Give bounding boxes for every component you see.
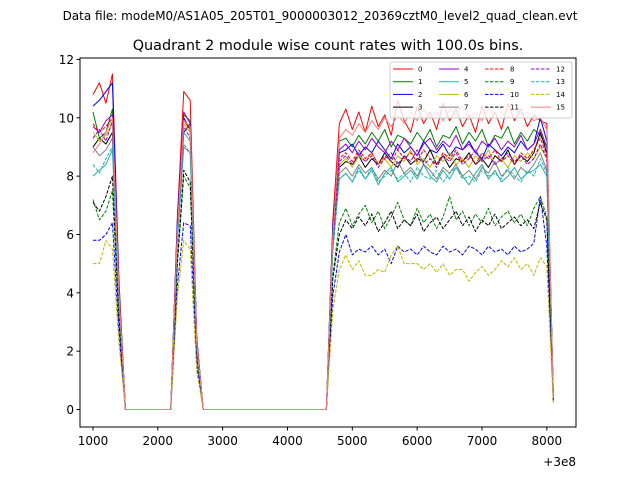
legend-label-9: 9 (510, 78, 514, 86)
y-tick-label: 10 (59, 111, 74, 125)
y-tick-label: 0 (66, 403, 74, 417)
x-tick-label: 6000 (402, 434, 433, 448)
chart-suptitle: Data file: modeM0/AS1A05_205T01_90000030… (63, 9, 578, 23)
x-tick-label: 4000 (272, 434, 303, 448)
x-tick-label: 1000 (78, 434, 109, 448)
legend-label-2: 2 (418, 91, 422, 99)
y-tick-label: 6 (66, 228, 74, 242)
legend-label-8: 8 (510, 66, 514, 74)
y-tick-label: 4 (66, 286, 74, 300)
legend-label-7: 7 (464, 104, 468, 112)
x-tick-label: 2000 (143, 434, 174, 448)
legend-frame (389, 61, 573, 119)
x-tick-label: 8000 (532, 434, 563, 448)
legend-label-6: 6 (464, 91, 469, 99)
x-axis: 1000 2000 3000 4000 5000 6000 7000 8000 (78, 427, 562, 448)
plot-frame (79, 57, 577, 428)
x-tick-label: 5000 (337, 434, 368, 448)
legend-label-14: 14 (556, 91, 565, 99)
y-tick-label: 12 (59, 53, 74, 67)
legend-label-12: 12 (556, 66, 565, 74)
legend-label-3: 3 (418, 104, 422, 112)
legend-label-1: 1 (418, 78, 422, 86)
x-offset-label: +3e8 (543, 455, 576, 469)
y-tick-label: 8 (66, 170, 74, 184)
legend-label-4: 4 (464, 66, 469, 74)
legend-label-5: 5 (464, 78, 468, 86)
chart-title: Quadrant 2 module wise count rates with … (133, 38, 524, 54)
legend-label-11: 11 (510, 104, 519, 112)
legend-label-13: 13 (556, 78, 565, 86)
legend-label-10: 10 (510, 91, 519, 99)
legend-label-0: 0 (418, 66, 422, 74)
y-tick-label: 2 (66, 345, 74, 359)
x-tick-label: 7000 (467, 434, 498, 448)
y-axis: 0 2 4 6 8 10 12 (59, 53, 80, 417)
x-tick-label: 3000 (207, 434, 238, 448)
legend-label-15: 15 (556, 104, 565, 112)
